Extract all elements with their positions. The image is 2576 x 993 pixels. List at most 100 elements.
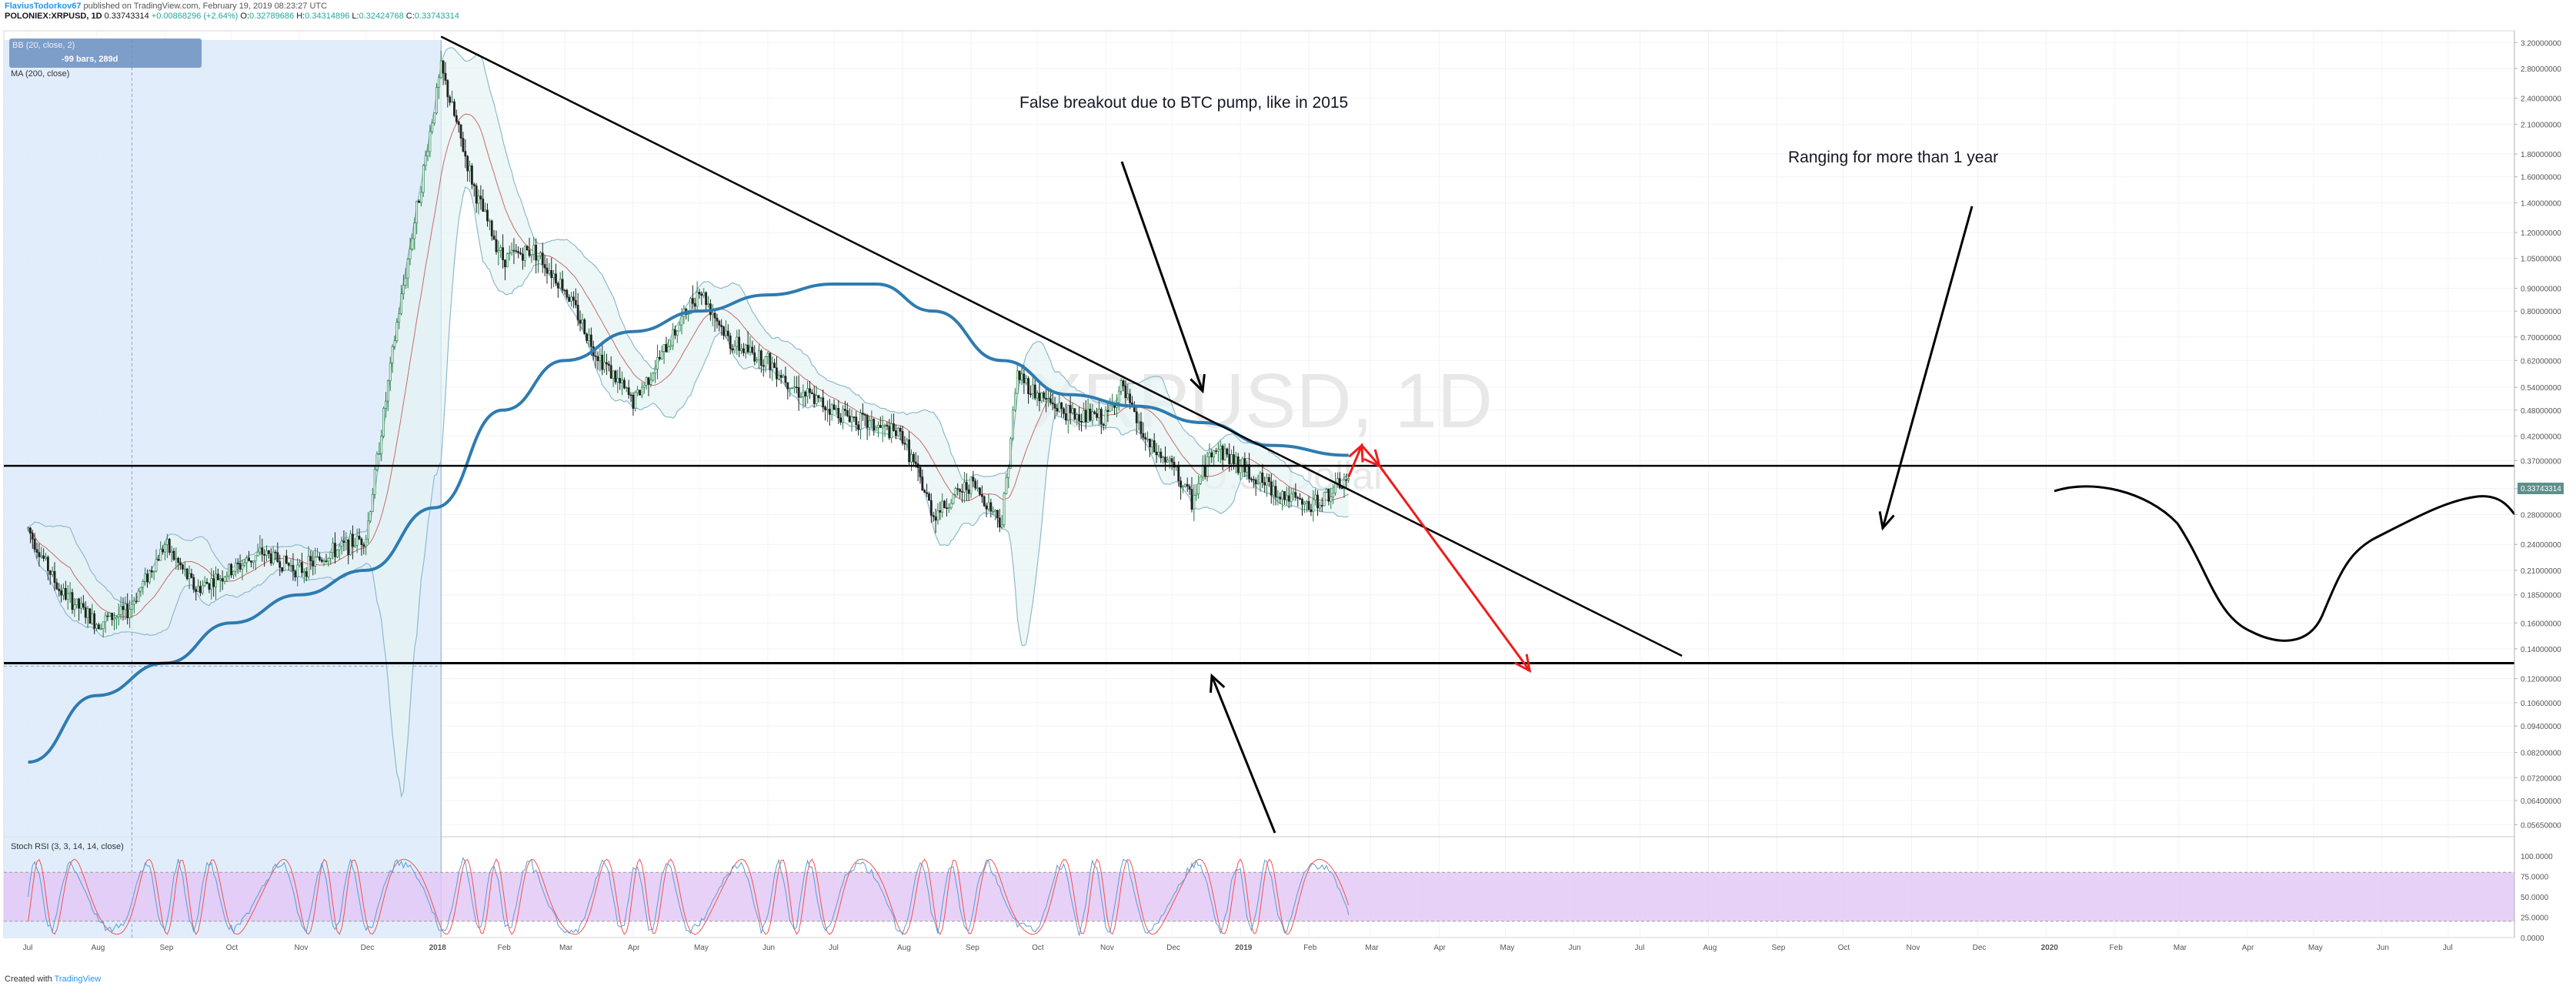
false-breakout-note[interactable]: False breakout due to BTC pump, like in … [1019, 94, 1348, 112]
price-tick-26: 0.09400000 [2521, 723, 2561, 731]
time-tick-28: Nov [1907, 944, 1920, 952]
ma200-line [28, 283, 1349, 764]
candle-body-276 [636, 390, 639, 393]
drawings[interactable] [4, 35, 2516, 834]
time-tick-8: Mar [559, 944, 573, 952]
candle-body-218 [508, 252, 511, 254]
projected-range-curve [2054, 485, 2516, 642]
price-tick-4: 1.80000000 [2521, 151, 2561, 159]
candle-body-244 [566, 289, 569, 298]
candle-body-324 [742, 348, 745, 353]
candle-body-76 [195, 589, 198, 592]
candle-body-104 [256, 551, 259, 557]
candle-body-212 [495, 239, 498, 252]
stoch-rsi-pane [4, 857, 2514, 936]
candle-body-128 [309, 556, 312, 562]
candle-body-308 [707, 303, 709, 306]
candle-body-423 [961, 491, 963, 493]
candle-body-225 [523, 246, 526, 261]
candle-body-589 [1327, 489, 1330, 502]
candle-body-418 [949, 503, 953, 508]
axes: 3.20000000 2.80000000 2.40000000 2.10000000… [23, 31, 2561, 952]
candle-body-199 [466, 155, 469, 172]
tradingview-link[interactable]: TradingView [54, 975, 102, 984]
candle-body-255 [589, 334, 592, 347]
annotation-texts[interactable]: False breakout due to BTC pump, like in … [1019, 94, 1998, 166]
candle-body-463 [1049, 398, 1052, 403]
candle-body-21 [73, 604, 76, 610]
candle-body-231 [537, 255, 539, 261]
candle-body-321 [736, 336, 739, 347]
candle-body-477 [1080, 420, 1083, 423]
candle-body-280 [645, 377, 648, 386]
candle-body-61 [162, 549, 165, 553]
candle-body-286 [658, 356, 661, 359]
candle-body-398 [906, 439, 909, 445]
projection-head-down [1513, 654, 1532, 674]
candle-body-532 [1201, 465, 1204, 477]
candle-body-316 [725, 330, 727, 336]
candle-body-590 [1330, 496, 1333, 502]
candle-body-384 [875, 426, 877, 431]
candle-body-64 [168, 539, 171, 553]
candle-body-472 [1069, 405, 1072, 413]
candle-body-591 [1332, 493, 1335, 497]
candle-body-8 [45, 557, 47, 559]
candle-body-85 [215, 573, 217, 587]
candle-body-123 [299, 562, 301, 566]
candle-body-98 [243, 562, 246, 566]
author-link[interactable]: FlaviusTodorkov67 [5, 2, 82, 11]
candle-body-560 [1263, 482, 1266, 486]
candle-body-139 [334, 543, 336, 557]
candle-body-75 [192, 577, 195, 590]
time-tick-0: Jul [23, 944, 33, 952]
candle-body-345 [789, 387, 792, 390]
price-tick-8: 1.05000000 [2521, 256, 2561, 264]
candle-body-512 [1157, 451, 1160, 456]
candle-body-454 [1029, 393, 1032, 396]
ranging-note[interactable]: Ranging for more than 1 year [1788, 149, 1998, 166]
candle-body-50 [137, 590, 140, 602]
candle-body-422 [959, 489, 962, 492]
candle-body-502 [1135, 411, 1138, 423]
candle-body-135 [325, 560, 328, 562]
candle-body-523 [1182, 486, 1184, 488]
candle-body-82 [208, 583, 211, 590]
candle-body-587 [1323, 492, 1326, 507]
candle-body-478 [1082, 410, 1085, 423]
candle-body-541 [1221, 446, 1224, 460]
candle-body-392 [893, 423, 895, 431]
candle-body-553 [1248, 464, 1250, 480]
candle-body-179 [422, 165, 425, 193]
candle-body-370 [844, 409, 846, 411]
candle-body-592 [1334, 482, 1336, 493]
candle-body-334 [764, 356, 767, 367]
price-tick-9: 0.90000000 [2521, 286, 2561, 294]
candle-body-385 [877, 425, 879, 428]
candle-body-448 [1016, 370, 1019, 394]
candle-body-446 [1012, 410, 1014, 440]
candle-body-272 [627, 387, 630, 396]
price-tick-1: 2.80000000 [2521, 65, 2561, 74]
candle-body-519 [1173, 462, 1176, 468]
candle-body-338 [773, 363, 776, 369]
candle-body-281 [647, 377, 650, 385]
candle-body-78 [199, 586, 202, 593]
candle-body-156 [371, 494, 374, 512]
candle-body-90 [225, 575, 229, 577]
candle-body-388 [883, 424, 886, 426]
chart-header: FlaviusTodorkov67 published on TradingVi… [5, 2, 459, 22]
candle-body-421 [956, 488, 959, 490]
bb-fill [28, 47, 1349, 797]
candle-body-194 [455, 115, 458, 122]
candle-body-332 [759, 350, 762, 366]
candle-body-586 [1320, 505, 1323, 507]
candle-body-178 [419, 192, 422, 203]
candle-body-495 [1119, 380, 1123, 392]
candle-body-232 [539, 252, 542, 256]
candle-body-430 [976, 487, 979, 490]
date-range-selection [4, 40, 442, 938]
candle-body-566 [1276, 496, 1280, 498]
candle-body-572 [1290, 493, 1293, 502]
